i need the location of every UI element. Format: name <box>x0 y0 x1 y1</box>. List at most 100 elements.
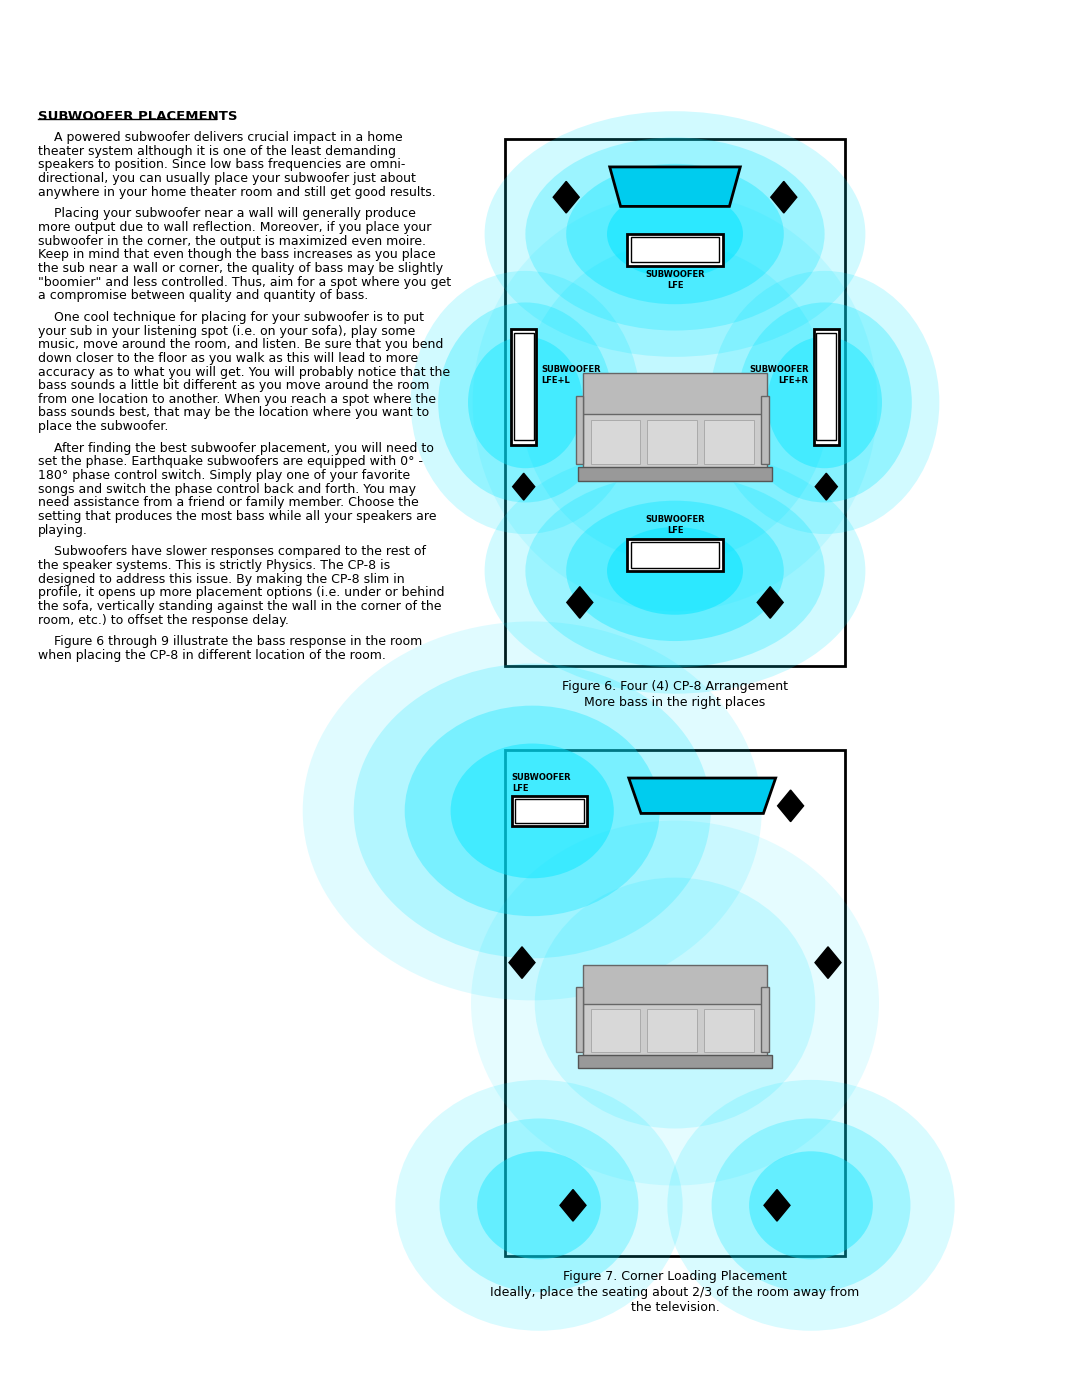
Text: your sub in your listening spot (i.e. on your sofa), play some: your sub in your listening spot (i.e. on… <box>38 324 415 338</box>
Bar <box>816 334 837 440</box>
Text: music, move around the room, and listen. Be sure that you bend: music, move around the room, and listen.… <box>38 338 444 351</box>
Ellipse shape <box>712 1119 910 1292</box>
Text: profile, it opens up more placement options (i.e. under or behind: profile, it opens up more placement opti… <box>38 587 445 599</box>
Bar <box>813 328 839 444</box>
Bar <box>761 988 769 1052</box>
Ellipse shape <box>738 302 912 503</box>
Bar <box>591 419 640 464</box>
Bar <box>576 988 583 1052</box>
Text: A powered subwoofer delivers crucial impact in a home: A powered subwoofer delivers crucial imp… <box>38 131 403 144</box>
Ellipse shape <box>485 112 865 356</box>
Bar <box>627 235 723 265</box>
Ellipse shape <box>405 705 660 916</box>
Text: set the phase. Earthquake subwoofers are equipped with 0° -: set the phase. Earthquake subwoofers are… <box>38 455 423 468</box>
Bar <box>583 1004 767 1058</box>
Polygon shape <box>610 166 740 207</box>
Text: the speaker systems. This is strictly Physics. The CP-8 is: the speaker systems. This is strictly Ph… <box>38 559 390 573</box>
Text: SUBWOOFER
LFE: SUBWOOFER LFE <box>645 270 705 289</box>
Text: SUBWOOFER
LFE+L: SUBWOOFER LFE+L <box>541 365 602 386</box>
Ellipse shape <box>667 1080 955 1331</box>
Bar <box>631 237 719 263</box>
Polygon shape <box>509 947 535 978</box>
Bar <box>583 373 767 418</box>
Text: Figure 6 through 9 illustrate the bass response in the room: Figure 6 through 9 illustrate the bass r… <box>38 636 422 648</box>
Ellipse shape <box>485 448 865 694</box>
Bar <box>515 799 583 823</box>
Polygon shape <box>778 791 804 821</box>
Text: more output due to wall reflection. Moreover, if you place your: more output due to wall reflection. More… <box>38 221 431 235</box>
Text: "boomier" and less controlled. Thus, aim for a spot where you get: "boomier" and less controlled. Thus, aim… <box>38 275 451 289</box>
Bar <box>761 397 769 464</box>
Text: SUBWOOFER
LFE: SUBWOOFER LFE <box>512 773 571 792</box>
Bar <box>583 414 767 469</box>
Ellipse shape <box>521 243 829 562</box>
Polygon shape <box>629 778 775 813</box>
Text: subwoofer in the corner, the output is maximized even moire.: subwoofer in the corner, the output is m… <box>38 235 426 247</box>
Text: a compromise between quality and quantity of bass.: a compromise between quality and quantit… <box>38 289 368 302</box>
Ellipse shape <box>607 190 743 278</box>
Text: speakers to position. Since low bass frequencies are omni-: speakers to position. Since low bass fre… <box>38 158 405 172</box>
Ellipse shape <box>468 337 583 468</box>
Text: when placing the CP-8 in different location of the room.: when placing the CP-8 in different locat… <box>38 650 386 662</box>
Text: anywhere in your home theater room and still get good results.: anywhere in your home theater room and s… <box>38 186 435 198</box>
Text: place the subwoofer.: place the subwoofer. <box>38 420 168 433</box>
Polygon shape <box>561 1189 586 1221</box>
Polygon shape <box>815 474 837 500</box>
Text: down closer to the floor as you walk as this will lead to more: down closer to the floor as you walk as … <box>38 352 418 365</box>
Polygon shape <box>815 947 841 978</box>
Text: 6: 6 <box>1026 1363 1037 1380</box>
Ellipse shape <box>750 1151 873 1259</box>
Ellipse shape <box>535 877 815 1129</box>
Polygon shape <box>771 182 797 212</box>
Ellipse shape <box>410 271 640 534</box>
Ellipse shape <box>473 194 877 612</box>
Text: Figure 7. Corner Loading Placement: Figure 7. Corner Loading Placement <box>563 1270 787 1284</box>
Bar <box>576 397 583 464</box>
Ellipse shape <box>395 1080 683 1331</box>
Ellipse shape <box>477 1151 600 1259</box>
Ellipse shape <box>302 622 761 1000</box>
Polygon shape <box>553 182 579 212</box>
Ellipse shape <box>525 137 825 331</box>
Bar <box>631 542 719 567</box>
Text: SUBWOOFER PLACEMENTS: SUBWOOFER PLACEMENTS <box>38 110 238 123</box>
Ellipse shape <box>450 743 613 879</box>
Text: SUBWOOFER
LFE+R: SUBWOOFER LFE+R <box>748 365 809 386</box>
Ellipse shape <box>438 302 612 503</box>
Text: bass sounds a little bit different as you move around the room: bass sounds a little bit different as yo… <box>38 379 430 393</box>
Text: Placing your subwoofer near a wall will generally produce: Placing your subwoofer near a wall will … <box>38 207 416 221</box>
Text: the television.: the television. <box>631 1301 719 1315</box>
Text: bass sounds best, that may be the location where you want to: bass sounds best, that may be the locati… <box>38 407 429 419</box>
Bar <box>648 1009 697 1052</box>
Bar <box>627 539 723 571</box>
Text: songs and switch the phase control back and forth. You may: songs and switch the phase control back … <box>38 483 416 496</box>
Text: need assistance from a friend or family member. Choose the: need assistance from a friend or family … <box>38 496 419 510</box>
Text: room, etc.) to offset the response delay.: room, etc.) to offset the response delay… <box>38 613 288 627</box>
Text: SUBWOOFER
LFE: SUBWOOFER LFE <box>645 515 705 535</box>
Text: the sofa, vertically standing against the wall in the corner of the: the sofa, vertically standing against th… <box>38 599 442 613</box>
Text: One cool technique for placing for your subwoofer is to put: One cool technique for placing for your … <box>38 312 424 324</box>
Polygon shape <box>757 587 783 619</box>
Text: After finding the best subwoofer placement, you will need to: After finding the best subwoofer placeme… <box>38 441 434 455</box>
Ellipse shape <box>710 271 940 534</box>
Ellipse shape <box>354 664 711 958</box>
Bar <box>505 140 845 665</box>
Ellipse shape <box>767 337 882 468</box>
Ellipse shape <box>566 163 784 305</box>
Text: Keep in mind that even though the bass increases as you place: Keep in mind that even though the bass i… <box>38 249 435 261</box>
Bar <box>583 965 767 1007</box>
Bar <box>578 467 772 481</box>
Text: the sub near a wall or corner, the quality of bass may be slightly: the sub near a wall or corner, the quali… <box>38 261 443 275</box>
Text: Subwoofers have slower responses compared to the rest of: Subwoofers have slower responses compare… <box>38 545 426 559</box>
Ellipse shape <box>440 1119 638 1292</box>
Text: setting that produces the most bass while all your speakers are: setting that produces the most bass whil… <box>38 510 436 522</box>
Ellipse shape <box>471 820 879 1186</box>
Text: Figure 6. Four (4) CP-8 Arrangement: Figure 6. Four (4) CP-8 Arrangement <box>562 680 788 693</box>
Text: designed to address this issue. By making the CP-8 slim in: designed to address this issue. By makin… <box>38 573 405 585</box>
Ellipse shape <box>607 527 743 615</box>
Text: directional, you can usually place your subwoofer just about: directional, you can usually place your … <box>38 172 416 184</box>
Polygon shape <box>513 474 535 500</box>
Ellipse shape <box>525 475 825 668</box>
Text: playing.: playing. <box>38 524 87 536</box>
Bar <box>591 1009 640 1052</box>
